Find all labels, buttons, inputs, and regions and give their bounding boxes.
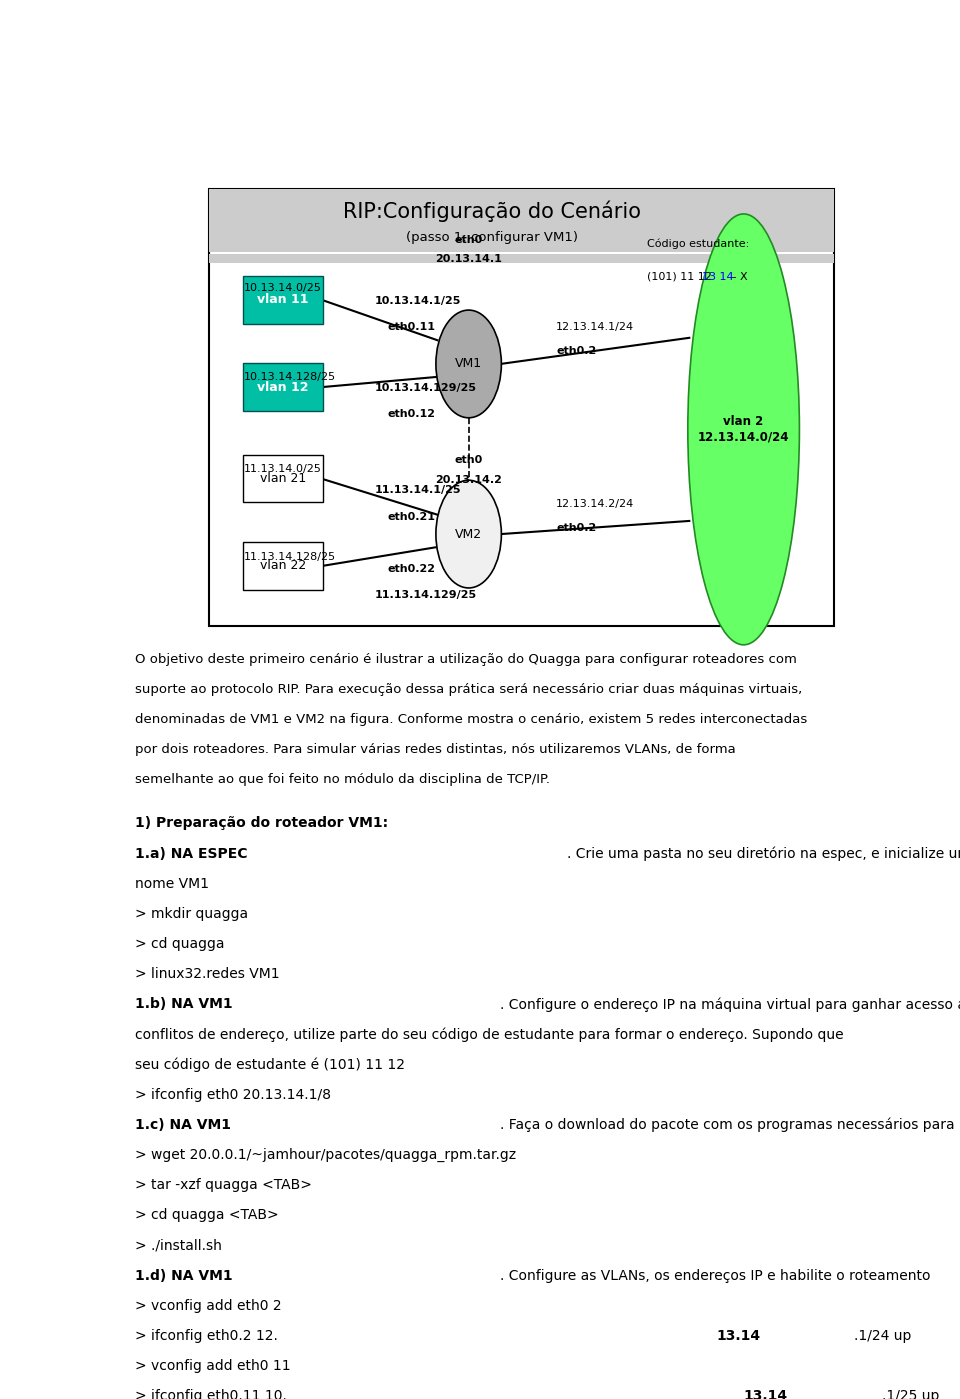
Text: 11.13.14.0/25: 11.13.14.0/25: [244, 463, 322, 474]
Text: > cd quagga <TAB>: > cd quagga <TAB>: [134, 1209, 278, 1223]
Text: 13 14: 13 14: [702, 271, 733, 281]
Text: 12.13.14.2/24: 12.13.14.2/24: [556, 498, 635, 509]
Text: 1.b) NA VM1: 1.b) NA VM1: [134, 997, 232, 1011]
Text: > ./install.sh: > ./install.sh: [134, 1238, 222, 1252]
Ellipse shape: [436, 311, 501, 418]
Text: VM2: VM2: [455, 527, 482, 540]
Text: 10.13.14.0/25: 10.13.14.0/25: [244, 283, 322, 292]
Text: > linux32.redes VM1: > linux32.redes VM1: [134, 967, 279, 981]
Text: > mkdir quagga: > mkdir quagga: [134, 907, 248, 921]
Text: > tar -xzf quagga <TAB>: > tar -xzf quagga <TAB>: [134, 1178, 312, 1192]
FancyBboxPatch shape: [243, 364, 323, 411]
Text: > ifconfig eth0.11 10.: > ifconfig eth0.11 10.: [134, 1389, 287, 1399]
Text: 1.d) NA VM1: 1.d) NA VM1: [134, 1269, 232, 1283]
Text: suporte ao protocolo RIP. Para execução dessa prática será necessário criar duas: suporte ao protocolo RIP. Para execução …: [134, 683, 803, 695]
Text: eth0.21: eth0.21: [388, 512, 436, 522]
Text: 11.13.14.128/25: 11.13.14.128/25: [244, 551, 336, 562]
FancyBboxPatch shape: [209, 189, 834, 625]
FancyBboxPatch shape: [209, 255, 834, 263]
Text: 10.13.14.129/25: 10.13.14.129/25: [375, 383, 477, 393]
Text: RIP:Configuração do Cenário: RIP:Configuração do Cenário: [343, 200, 641, 221]
Text: semelhante ao que foi feito no módulo da disciplina de TCP/IP.: semelhante ao que foi feito no módulo da…: [134, 774, 550, 786]
Text: eth0.11: eth0.11: [388, 322, 436, 332]
Text: eth0.22: eth0.22: [388, 564, 436, 574]
Text: 11.13.14.1/25: 11.13.14.1/25: [375, 485, 462, 495]
Text: . Configure o endereço IP na máquina virtual para ganhar acesso a espec. Para ev: . Configure o endereço IP na máquina vir…: [500, 997, 960, 1011]
Text: vlan 2
12.13.14.0/24: vlan 2 12.13.14.0/24: [698, 416, 789, 443]
FancyBboxPatch shape: [243, 276, 323, 323]
Text: (passo 1: configurar VM1): (passo 1: configurar VM1): [406, 231, 578, 245]
Text: .1/25 up: .1/25 up: [882, 1389, 940, 1399]
Text: .1/24 up: .1/24 up: [854, 1329, 912, 1343]
Text: > vconfig add eth0 2: > vconfig add eth0 2: [134, 1300, 281, 1314]
Text: 11.13.14.129/25: 11.13.14.129/25: [375, 590, 477, 600]
FancyBboxPatch shape: [243, 543, 323, 590]
Text: 13.14: 13.14: [716, 1329, 760, 1343]
Text: . Crie uma pasta no seu diretório na espec, e inicialize uma máquina virtual com: . Crie uma pasta no seu diretório na esp…: [566, 846, 960, 860]
Text: eth0.12: eth0.12: [388, 409, 436, 420]
Text: O objetivo deste primeiro cenário é ilustrar a utilização do Quagga para configu: O objetivo deste primeiro cenário é ilus…: [134, 652, 797, 666]
Text: seu código de estudante é (101) 11 12: seu código de estudante é (101) 11 12: [134, 1058, 409, 1072]
Text: vlan 21: vlan 21: [259, 473, 306, 485]
Text: > cd quagga: > cd quagga: [134, 937, 225, 951]
Text: 1.c) NA VM1: 1.c) NA VM1: [134, 1118, 230, 1132]
Ellipse shape: [687, 214, 800, 645]
Text: 10.13.14.1/25: 10.13.14.1/25: [375, 295, 461, 305]
Text: eth0.2: eth0.2: [556, 523, 596, 533]
Text: vlan 12: vlan 12: [257, 381, 308, 393]
Text: (101) 11 12: (101) 11 12: [647, 271, 715, 281]
Text: denominadas de VM1 e VM2 na figura. Conforme mostra o cenário, existem 5 redes i: denominadas de VM1 e VM2 na figura. Conf…: [134, 713, 807, 726]
Text: > wget 20.0.0.1/~jamhour/pacotes/quagga_rpm.tar.gz: > wget 20.0.0.1/~jamhour/pacotes/quagga_…: [134, 1149, 516, 1163]
FancyBboxPatch shape: [209, 189, 834, 252]
Text: 20.13.14.1: 20.13.14.1: [435, 255, 502, 264]
Text: 10.13.14.128/25: 10.13.14.128/25: [244, 372, 336, 382]
Text: eth0.2: eth0.2: [556, 346, 596, 355]
Text: vlan 11: vlan 11: [257, 294, 308, 306]
Text: > ifconfig eth0 20.13.14.1/8: > ifconfig eth0 20.13.14.1/8: [134, 1088, 331, 1102]
Text: . Faça o download do pacote com os programas necessários para prática: . Faça o download do pacote com os progr…: [500, 1118, 960, 1133]
Text: conflitos de endereço, utilize parte do seu código de estudante para formar o en: conflitos de endereço, utilize parte do …: [134, 1027, 844, 1042]
Text: . Configure as VLANs, os endereços IP e habilite o roteamento: . Configure as VLANs, os endereços IP e …: [500, 1269, 930, 1283]
Text: 1.a) NA ESPEC: 1.a) NA ESPEC: [134, 846, 248, 860]
FancyBboxPatch shape: [243, 455, 323, 502]
Ellipse shape: [436, 480, 501, 588]
Text: > ifconfig eth0.2 12.: > ifconfig eth0.2 12.: [134, 1329, 277, 1343]
Text: - X: - X: [729, 271, 747, 281]
Text: VM1: VM1: [455, 357, 482, 371]
Text: > vconfig add eth0 11: > vconfig add eth0 11: [134, 1360, 291, 1374]
Text: 1) Preparação do roteador VM1:: 1) Preparação do roteador VM1:: [134, 817, 388, 831]
Text: Código estudante:: Código estudante:: [647, 239, 749, 249]
Text: eth0: eth0: [454, 235, 483, 245]
Text: 13.14: 13.14: [744, 1389, 788, 1399]
Text: por dois roteadores. Para simular várias redes distintas, nós utilizaremos VLANs: por dois roteadores. Para simular várias…: [134, 743, 735, 755]
Text: eth0: eth0: [454, 455, 483, 464]
Text: vlan 22: vlan 22: [259, 560, 306, 572]
Text: nome VM1: nome VM1: [134, 877, 209, 891]
Text: 20.13.14.2: 20.13.14.2: [435, 474, 502, 484]
Text: 12.13.14.1/24: 12.13.14.1/24: [556, 322, 635, 332]
